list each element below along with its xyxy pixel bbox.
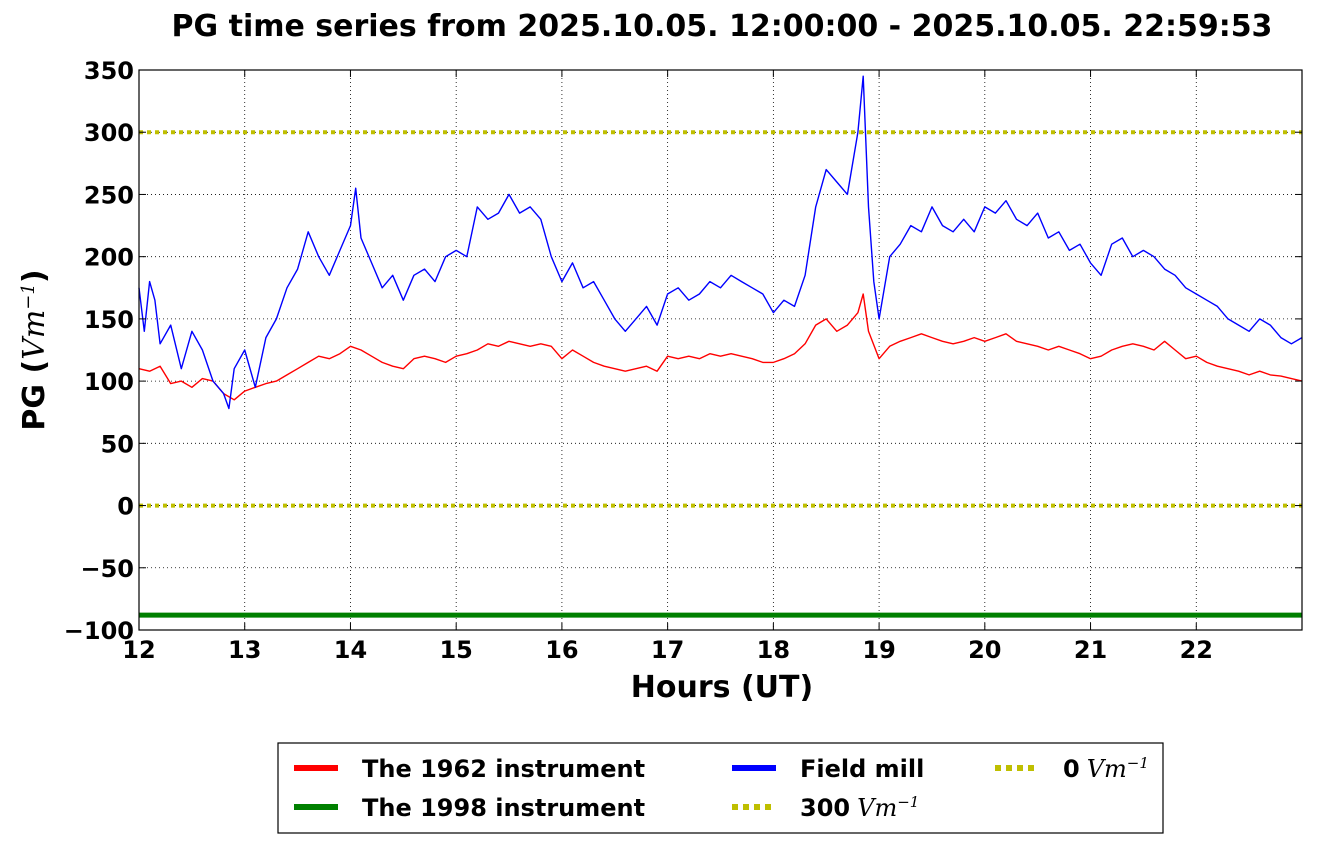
reference-lines xyxy=(139,130,1302,508)
legend-label-300-value: 300 xyxy=(800,794,850,822)
x-tick-label: 20 xyxy=(968,636,1001,664)
y-tick-label: 200 xyxy=(84,244,134,272)
legend-label-300-reference: 300 Vm−1 xyxy=(800,793,919,822)
chart-legend: The 1962 instrument The 1998 instrument … xyxy=(277,742,1164,834)
y-axis-label-unit: Vm xyxy=(17,310,52,360)
x-tick-label: 16 xyxy=(545,636,578,664)
legend-entry-1962-instrument: The 1962 instrument xyxy=(294,755,645,783)
legend-label-0-unit: Vm xyxy=(1087,755,1127,783)
y-tick-label: 250 xyxy=(84,181,134,209)
legend-label-1962-instrument: The 1962 instrument xyxy=(362,755,645,783)
y-axis-ticks: 350 300 250 200 150 100 50 0 −50 −100 xyxy=(64,57,1302,645)
legend-label-0-unit-exponent: −1 xyxy=(1127,754,1149,772)
series-line-field-mill xyxy=(138,75,1303,410)
legend-box xyxy=(277,742,1164,834)
x-tick-label: 17 xyxy=(651,636,684,664)
y-tick-label: 300 xyxy=(84,119,134,147)
chart-title: PG time series from 2025.10.05. 12:00:00… xyxy=(172,9,1273,44)
y-tick-label: 350 xyxy=(84,57,134,85)
legend-label-0-value: 0 xyxy=(1063,755,1080,783)
x-tick-label: 19 xyxy=(862,636,895,664)
x-tick-label: 22 xyxy=(1180,636,1213,664)
y-tick-label: 0 xyxy=(117,493,134,521)
legend-label-1998-instrument: The 1998 instrument xyxy=(362,794,645,822)
grid-lines xyxy=(139,70,1302,630)
series-line-the-1962-instrument xyxy=(138,293,1303,401)
series-lines xyxy=(138,75,1303,618)
y-axis-label-prefix: PG ( xyxy=(17,360,52,431)
legend-label-300-unit-exponent: −1 xyxy=(897,793,919,811)
y-tick-label: −100 xyxy=(64,617,134,645)
y-axis-label-unit-exponent: −1 xyxy=(18,283,39,310)
legend-entry-0-reference: 0 Vm−1 xyxy=(995,754,1149,783)
legend-label-300-unit: Vm xyxy=(857,794,897,822)
x-tick-label: 15 xyxy=(439,636,472,664)
legend-label-field-mill: Field mill xyxy=(800,755,924,783)
x-tick-label: 13 xyxy=(228,636,261,664)
x-tick-label: 18 xyxy=(757,636,790,664)
x-tick-label: 21 xyxy=(1074,636,1107,664)
x-axis-ticks: 12 13 14 15 16 17 18 19 20 21 22 xyxy=(122,70,1213,664)
legend-entry-field-mill: Field mill xyxy=(732,755,924,783)
y-axis-label: PG (Vm−1) xyxy=(17,269,52,430)
y-tick-label: 50 xyxy=(101,430,134,458)
y-tick-label: −50 xyxy=(80,555,134,583)
x-tick-label: 14 xyxy=(334,636,367,664)
x-axis-label: Hours (UT) xyxy=(631,670,813,705)
y-axis-label-suffix: ) xyxy=(17,269,52,283)
x-tick-label: 12 xyxy=(122,636,155,664)
legend-label-0-reference: 0 Vm−1 xyxy=(1063,754,1149,783)
legend-entry-1998-instrument: The 1998 instrument xyxy=(294,794,645,822)
y-tick-label: 100 xyxy=(84,368,134,396)
plot-area-frame xyxy=(138,69,1303,631)
y-tick-label: 150 xyxy=(84,306,134,334)
legend-entry-300-reference: 300 Vm−1 xyxy=(732,793,919,822)
